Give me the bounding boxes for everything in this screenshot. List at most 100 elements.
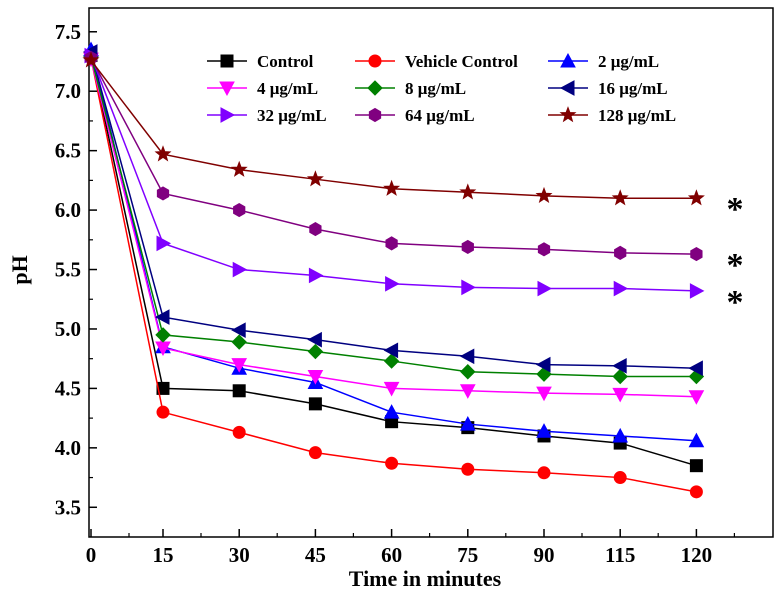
data-point [231, 334, 247, 350]
y-tick-label: 4.5 [55, 376, 81, 400]
data-point [688, 360, 703, 377]
y-tick-label: 6.0 [55, 198, 81, 222]
legend-item: 64 μg/mL [355, 106, 475, 125]
data-point [383, 404, 400, 419]
legend-item: 2 μg/mL [548, 52, 659, 71]
data-point [232, 425, 246, 439]
x-tick-label: 30 [229, 543, 250, 567]
data-point [385, 275, 400, 292]
y-tick-label: 4.0 [55, 436, 81, 460]
x-axis-title: Time in minutes [349, 566, 502, 591]
data-point [459, 348, 475, 365]
data-point [535, 186, 553, 204]
data-point [385, 456, 399, 470]
legend: Control Vehicle Control 2 μg/mL 4 μg/mL 8 μg… [207, 52, 676, 125]
legend-item: Vehicle Control [355, 52, 518, 71]
x-axis-ticks: 0 15 30 45 60 75 90 115 120 [86, 529, 736, 567]
data-point [689, 485, 703, 499]
legend-label: 16 μg/mL [598, 79, 668, 98]
data-point [460, 364, 476, 380]
data-point [154, 309, 170, 325]
data-point [537, 466, 551, 480]
significance-asterisk: * [727, 191, 744, 228]
data-point [611, 189, 629, 206]
legend-item: 128 μg/mL [548, 106, 676, 125]
data-point [687, 189, 705, 206]
legend-marker [368, 107, 382, 123]
data-point [459, 183, 477, 200]
y-axis-ticks: 3.5 4.0 4.5 5.0 5.5 6.0 6.5 7.0 7.5 [55, 20, 97, 519]
plot-frame [88, 7, 774, 538]
data-point [689, 459, 703, 473]
y-tick-label: 7.0 [55, 79, 81, 103]
series-layer [82, 41, 705, 499]
series-8-g-ml [83, 49, 705, 385]
data-point [309, 222, 322, 237]
data-point [383, 353, 400, 369]
legend-marker [368, 54, 382, 68]
x-tick-label: 90 [534, 543, 555, 567]
significance-asterisk: * [727, 247, 744, 284]
data-point [307, 331, 322, 348]
data-point [307, 343, 324, 360]
data-point [233, 203, 246, 218]
data-point [307, 370, 324, 385]
series-128-g-ml [82, 51, 705, 206]
series-4-g-ml [83, 52, 705, 405]
legend-label: 8 μg/mL [405, 79, 466, 98]
data-point [383, 381, 400, 397]
legend-marker [367, 80, 383, 96]
data-point [156, 381, 170, 395]
data-point [154, 145, 172, 162]
data-point [690, 246, 703, 262]
data-point [612, 368, 628, 385]
legend-item: 16 μg/mL [548, 79, 668, 98]
data-point [612, 427, 629, 443]
data-point [232, 261, 248, 278]
data-point [155, 327, 171, 343]
legend-label: 4 μg/mL [257, 79, 318, 98]
legend-item: 4 μg/mL [207, 79, 318, 98]
legend-item: Control [207, 52, 314, 71]
series-line [90, 56, 697, 378]
data-point [688, 432, 705, 448]
data-point [461, 462, 475, 476]
data-point [537, 242, 551, 257]
series-vehicle-control [84, 51, 703, 499]
data-point [461, 279, 476, 296]
y-axis-title: pH [7, 255, 32, 284]
data-point [156, 235, 172, 252]
x-tick-label: 115 [605, 543, 635, 567]
y-tick-label: 5.0 [55, 317, 81, 341]
legend-item: 8 μg/mL [355, 79, 466, 98]
legend-marker [219, 81, 235, 97]
y-tick-label: 6.5 [55, 139, 81, 163]
data-point [156, 186, 170, 201]
data-point [308, 446, 322, 460]
significance-asterisk: * [727, 284, 744, 321]
annotation-layer: *** [727, 191, 744, 321]
data-point [614, 245, 627, 260]
data-point [231, 322, 246, 338]
legend-label: Vehicle Control [405, 52, 518, 71]
y-tick-label: 5.5 [55, 258, 81, 282]
data-point [308, 397, 322, 411]
x-tick-label: 0 [86, 543, 97, 567]
legend-item: 32 μg/mL [207, 106, 327, 125]
data-point [231, 358, 248, 373]
legend-marker [559, 106, 577, 123]
data-point [536, 423, 552, 438]
x-tick-label: 120 [681, 543, 713, 567]
x-tick-label: 45 [305, 543, 326, 567]
data-point [459, 416, 476, 431]
data-point [613, 471, 627, 485]
data-point [385, 236, 398, 251]
data-point [688, 390, 705, 405]
legend-marker [560, 52, 576, 68]
data-point [156, 405, 170, 419]
data-point [232, 384, 246, 398]
data-point [459, 384, 476, 399]
data-point [536, 386, 552, 402]
plot-area [88, 7, 774, 538]
legend-label: 128 μg/mL [598, 106, 676, 125]
